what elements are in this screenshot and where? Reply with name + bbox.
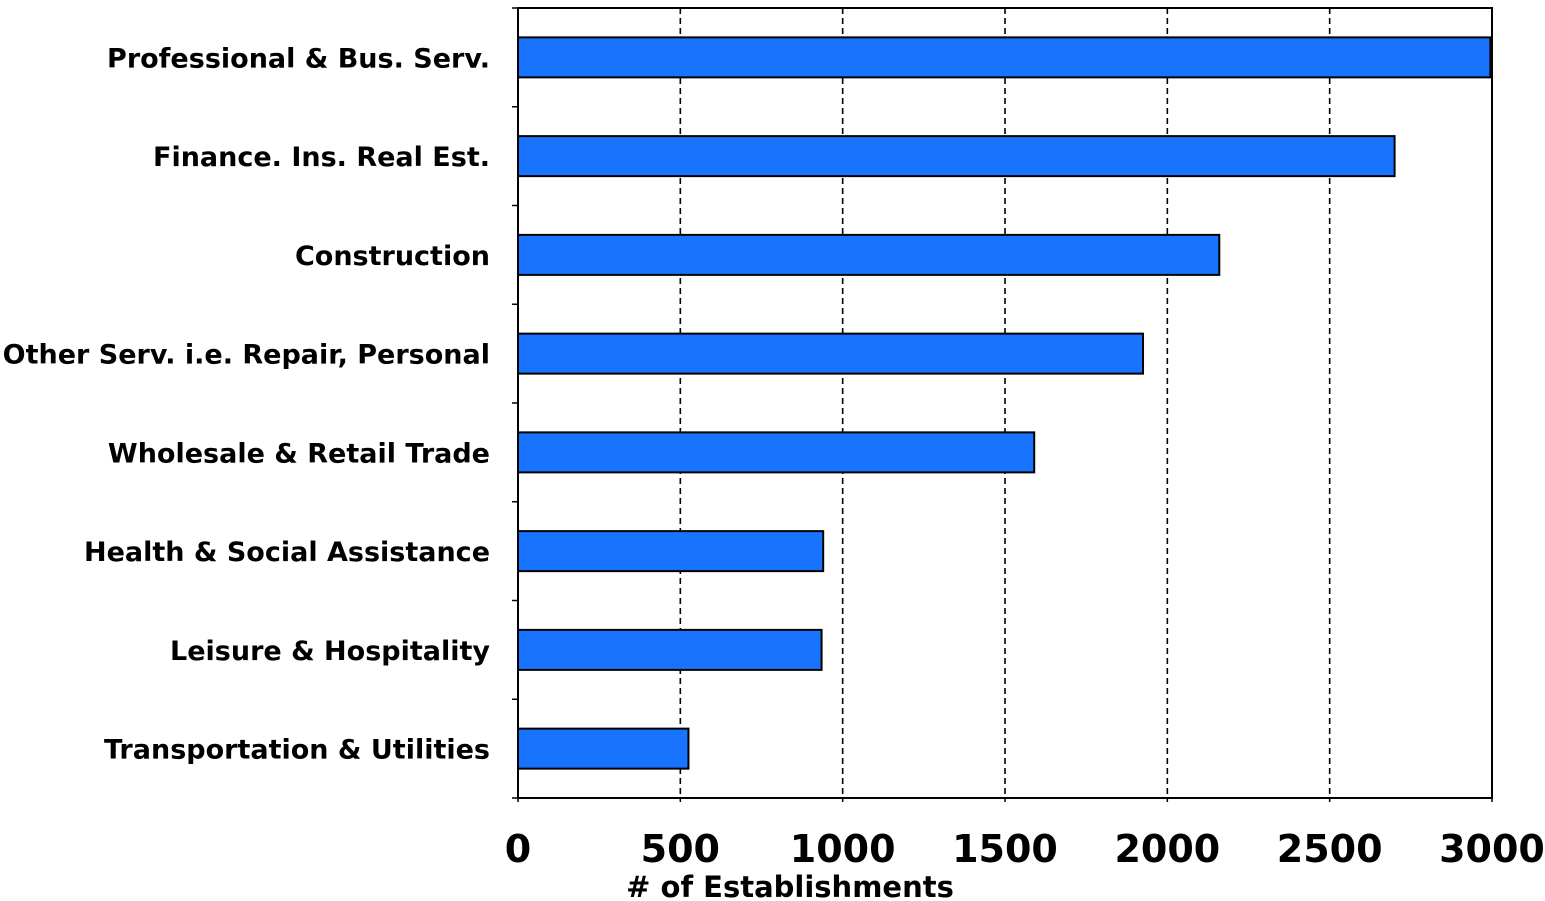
bar-4 [517,332,1144,375]
category-label-2: Finance. Ins. Real Est. [153,142,490,173]
category-label-5: Wholesale & Retail Trade [108,438,490,469]
x-axis-title: # of Establishments [626,870,954,901]
bar-8 [517,727,690,770]
bar-1 [517,36,1492,79]
category-label-8: Transportation & Utilities [104,735,490,766]
bars [517,36,1492,770]
category-label-7: Leisure & Hospitality [170,636,490,667]
gridlines [679,8,1331,798]
y-axis-ticks [512,7,1493,802]
x-tick-label-0: 0 [505,827,531,871]
x-tick-labels: 0 500 1000 1500 2000 2500 3000 [505,827,1545,871]
x-tick-label-500: 500 [641,827,720,871]
category-label-3: Construction [295,241,490,272]
bar-2 [517,135,1396,178]
category-label-1: Professional & Bus. Serv. [107,43,490,74]
x-tick-label-2500: 2500 [1277,827,1383,871]
x-tick-label-1000: 1000 [790,827,896,871]
bar-5 [517,431,1036,474]
x-tick-label-2000: 2000 [1114,827,1220,871]
category-label-6: Health & Social Assistance [84,537,490,568]
bar-6 [517,530,825,573]
category-labels: Professional & Bus. Serv. Finance. Ins. R… [3,43,491,765]
bar-3 [517,233,1221,276]
bar-7 [517,628,823,671]
category-label-4: Other Serv. i.e. Repair, Personal [3,340,490,371]
x-tick-label-1500: 1500 [952,827,1058,871]
x-tick-label-3000: 3000 [1439,827,1545,871]
